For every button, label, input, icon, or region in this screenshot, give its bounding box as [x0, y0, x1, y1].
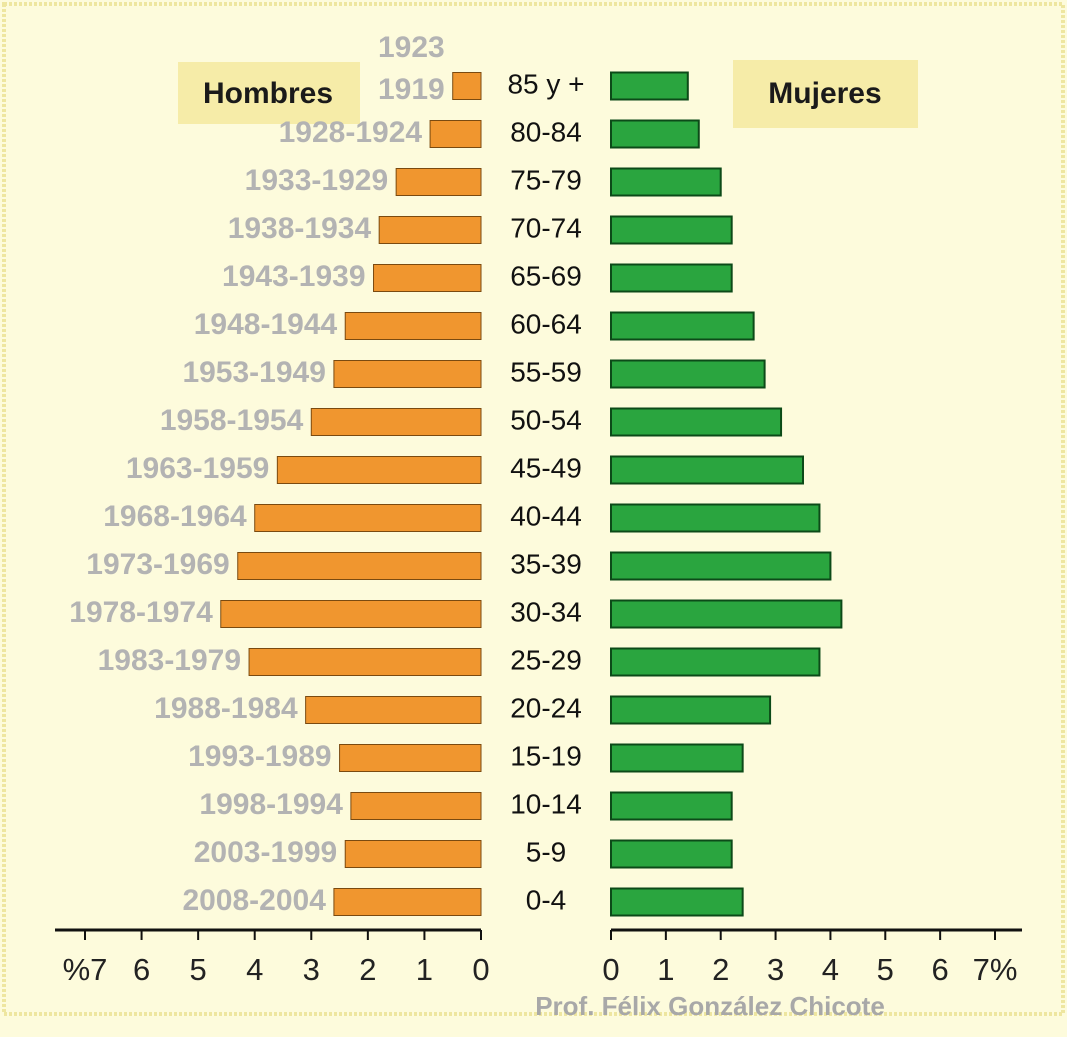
x-tick-label: 0 [472, 952, 489, 987]
birth-years: 1928-1924 [279, 116, 423, 149]
bar [220, 600, 482, 628]
birth-years: 1998-1994 [199, 788, 343, 821]
bar [310, 408, 482, 436]
x-tick-label: 4 [822, 952, 839, 987]
birth-years: 1993-1989 [188, 740, 331, 773]
birth-years: 1968-1964 [103, 500, 247, 533]
x-tick-label: 7% [973, 952, 1018, 987]
x-tick-label: 6 [932, 952, 949, 987]
bar [248, 648, 482, 676]
birth-years: 1988-1984 [154, 692, 298, 725]
bar [610, 503, 821, 533]
x-tick-label: 2 [712, 952, 729, 987]
x-tick-label: 4 [246, 952, 263, 987]
bar [610, 887, 744, 917]
bar [344, 840, 482, 868]
bar [610, 407, 783, 437]
legend-box [178, 62, 360, 124]
birth-years: 1958-1954 [160, 404, 304, 437]
bar [333, 888, 482, 916]
birth-years: 1963-1959 [126, 452, 269, 485]
birth-years: 1943-1939 [222, 260, 365, 293]
legend-label: Hombres [203, 77, 333, 110]
birth-years: 2008-2004 [182, 884, 326, 917]
bar [237, 552, 482, 580]
bar [373, 264, 482, 292]
bar [610, 71, 689, 101]
bar [610, 119, 700, 149]
bar [452, 72, 482, 100]
x-tick-label: 6 [133, 952, 150, 987]
bar [610, 359, 766, 389]
age-label: 65-69 [510, 260, 582, 291]
bar [610, 791, 733, 821]
x-tick-label: 5 [190, 952, 207, 987]
age-label: 70-74 [510, 212, 582, 243]
age-label: 75-79 [510, 164, 582, 195]
age-label: 40-44 [510, 500, 582, 531]
x-tick-label: 3 [303, 952, 320, 987]
credit: Prof. Félix González Chicote [535, 991, 885, 1021]
birth-years: 1978-1974 [69, 596, 213, 629]
birth-years: 1933-1929 [245, 164, 388, 197]
bar [350, 792, 482, 820]
birth-years: 1973-1969 [86, 548, 229, 581]
age-label: 15-19 [510, 740, 582, 771]
age-label: 50-54 [510, 404, 582, 435]
bar [610, 839, 733, 869]
x-tick-label: 1 [657, 952, 674, 987]
bar [344, 312, 482, 340]
bar [276, 456, 482, 484]
legend-label: Mujeres [768, 77, 881, 110]
birth-years: 1923 [378, 31, 445, 64]
legend-box [733, 60, 918, 128]
age-label: 60-64 [510, 308, 582, 339]
age-label: 0-4 [526, 884, 566, 915]
frame [2, 2, 1065, 1016]
x-tick-label: 0 [602, 952, 619, 987]
bar [610, 647, 821, 677]
x-tick-label: 2 [359, 952, 376, 987]
bar [333, 360, 482, 388]
bar [610, 743, 744, 773]
age-label: 5-9 [526, 836, 566, 867]
birth-years: 1948-1944 [194, 308, 338, 341]
age-label: 10-14 [510, 788, 582, 819]
age-label: 25-29 [510, 644, 582, 675]
bar [339, 744, 482, 772]
bar [610, 263, 733, 293]
bar [610, 455, 804, 485]
age-label: 85 y + [507, 68, 584, 99]
age-label: 80-84 [510, 116, 582, 147]
bar [378, 216, 482, 244]
birth-years: 1938-1934 [228, 212, 372, 245]
age-label: 30-34 [510, 596, 582, 627]
bar [610, 311, 755, 341]
bar [395, 168, 482, 196]
bar [305, 696, 482, 724]
birth-years: 1953-1949 [182, 356, 325, 389]
bar [610, 695, 772, 725]
birth-years: 1919 [378, 73, 445, 106]
bar [429, 120, 482, 148]
age-label: 35-39 [510, 548, 582, 579]
x-tick-label: 5 [877, 952, 894, 987]
bar [610, 599, 843, 629]
bar [610, 215, 733, 245]
age-label: 20-24 [510, 692, 582, 723]
birth-years: 1983-1979 [98, 644, 241, 677]
bar [610, 551, 832, 581]
age-label: 55-59 [510, 356, 582, 387]
bar [254, 504, 482, 532]
x-tick-label: 3 [767, 952, 784, 987]
birth-years: 2003-1999 [194, 836, 337, 869]
x-tick-label: 1 [416, 952, 433, 987]
bar [610, 167, 722, 197]
age-label: 45-49 [510, 452, 582, 483]
x-tick-label: %7 [63, 952, 108, 987]
